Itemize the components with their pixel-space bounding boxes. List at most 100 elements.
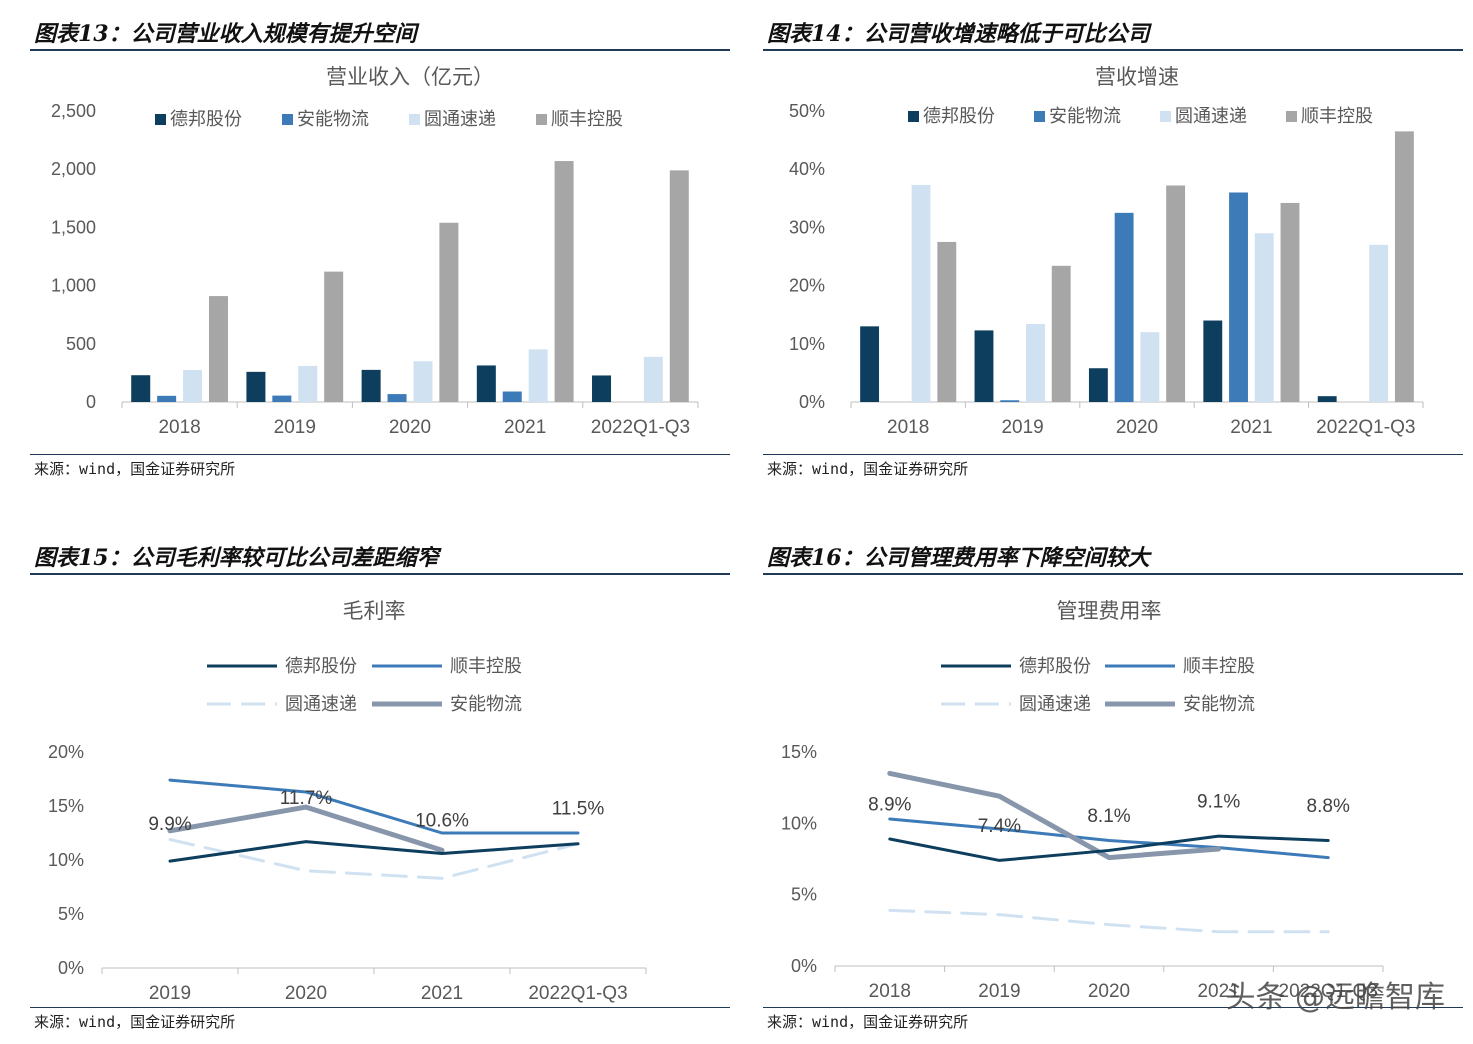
y-tick-label: 15% — [781, 742, 817, 762]
bar-yuantong — [1254, 233, 1274, 402]
source-rule — [30, 1007, 730, 1008]
series-line-sf_line — [888, 817, 1330, 860]
bar-sf — [1051, 265, 1071, 402]
legend-label-yuantong: 圆通速递 — [285, 694, 357, 714]
series-line-debon — [168, 840, 580, 863]
bar-yuantong — [1140, 332, 1160, 402]
legend-label-yuantong: 圆通速递 — [1019, 694, 1091, 714]
panel-revenue: 图表13：公司营业收入规模有提升空间 营业收入（亿元） 德邦股份 安能物流 圆通速递 顺… — [30, 16, 730, 486]
bar-sf — [1394, 131, 1414, 402]
legend-label-anneng: 安能物流 — [297, 109, 369, 129]
legend-swatch-yuantong — [409, 114, 420, 125]
x-tick-label: 2021 — [1230, 417, 1272, 438]
x-tick-label: 2021 — [504, 417, 546, 438]
bar-debon — [1203, 320, 1223, 402]
y-tick-label: 0% — [791, 956, 817, 976]
legend-swatch-anneng — [1034, 111, 1045, 122]
bar-yuantong — [643, 356, 663, 402]
y-tick-label: 10% — [48, 850, 84, 870]
bar-sf — [1280, 202, 1300, 402]
data-label: 8.9% — [868, 794, 911, 815]
bar-sf — [208, 296, 228, 402]
bar-anneng — [387, 394, 407, 402]
source-note: 来源：wind，国金证券研究所 — [34, 460, 236, 478]
bar-debon — [860, 326, 880, 402]
chart-title: 营业收入（亿元） — [326, 66, 494, 89]
data-label: 9.9% — [148, 814, 191, 835]
y-tick-label: 20% — [789, 276, 825, 296]
data-label: 11.5% — [552, 799, 605, 820]
bar-sf — [439, 222, 459, 402]
bar-yuantong — [298, 365, 318, 402]
x-tick-label: 2022Q1-Q3 — [528, 983, 627, 1004]
series-line-sf_line — [168, 778, 580, 835]
x-tick-label: 2019 — [1001, 417, 1043, 438]
legend-label-debon: 德邦股份 — [923, 106, 995, 126]
bar-anneng — [1229, 192, 1248, 402]
bar-debon — [246, 371, 266, 402]
data-label: 11.7% — [280, 788, 333, 809]
x-tick-label: 2020 — [285, 983, 327, 1004]
series-line-anneng_line — [167, 804, 445, 853]
bar-sf — [937, 241, 957, 402]
x-tick-label: 2018 — [158, 417, 200, 438]
y-tick-label: 30% — [789, 217, 825, 237]
data-label: 9.1% — [1197, 792, 1240, 813]
bar-yuantong — [413, 361, 433, 402]
legend-label-debon: 德邦股份 — [170, 109, 242, 129]
legend-swatch-debon — [908, 111, 919, 122]
figure-title: 图表13：公司营业收入规模有提升空间 — [34, 21, 417, 47]
y-tick-label: 5% — [58, 904, 84, 924]
x-tick-label: 2019 — [274, 417, 316, 438]
x-tick-label: 2018 — [887, 417, 929, 438]
y-tick-label: 10% — [781, 813, 817, 833]
legend-label-debon: 德邦股份 — [285, 656, 357, 676]
y-tick-label: 0 — [86, 392, 96, 412]
y-tick-label: 2,500 — [51, 101, 96, 121]
y-tick-label: 5% — [791, 885, 817, 905]
bar-anneng — [157, 395, 177, 402]
y-tick-label: 20% — [48, 742, 84, 762]
bar-sf — [669, 170, 689, 402]
y-tick-label: 50% — [789, 101, 825, 121]
bar-debon — [361, 369, 381, 402]
y-tick-label: 500 — [66, 334, 96, 354]
legend-label-anneng_line: 安能物流 — [1183, 694, 1255, 714]
bar-debon — [1317, 396, 1337, 402]
source-rule — [763, 1007, 1463, 1008]
x-tick-label: 2020 — [1088, 981, 1130, 1002]
x-tick-label: 2022Q1-Q3 — [1316, 417, 1415, 438]
data-label: 8.1% — [1087, 806, 1130, 827]
data-label: 7.4% — [978, 816, 1021, 837]
legend-label-sf: 顺丰控股 — [551, 109, 623, 129]
legend-label-sf_line: 顺丰控股 — [1183, 656, 1255, 676]
bar-debon — [1088, 368, 1108, 402]
source-rule — [30, 454, 730, 455]
panel-growth: 图表14：公司营收增速略低于可比公司 营收增速 德邦股份 安能物流 圆通速递 顺丰控股 0… — [763, 16, 1463, 486]
legend-label-yuantong: 圆通速递 — [424, 109, 496, 129]
bar-yuantong — [1026, 324, 1045, 402]
source-rule — [763, 454, 1463, 455]
bar-yuantong — [1369, 244, 1389, 402]
bar-debon — [476, 365, 496, 402]
title-rule — [763, 573, 1463, 575]
series-line-yuantong — [168, 837, 580, 880]
legend-label-yuantong: 圆通速递 — [1175, 106, 1247, 126]
bar-anneng — [272, 395, 292, 402]
bar-sf — [554, 161, 574, 402]
x-tick-label: 2020 — [389, 417, 431, 438]
figure-title: 图表14：公司营收增速略低于可比公司 — [767, 21, 1150, 47]
legend-swatch-debon — [155, 114, 166, 125]
series-line-debon — [888, 834, 1330, 862]
bar-yuantong — [528, 349, 548, 402]
title-rule — [30, 573, 730, 575]
legend-swatch-sf — [1286, 111, 1297, 122]
source-note: 来源：wind，国金证券研究所 — [767, 1013, 969, 1031]
watermark: 头条 @远瞻智库 — [1225, 980, 1445, 1015]
legend-label-anneng_line: 安能物流 — [450, 694, 522, 714]
data-label: 10.6% — [415, 811, 469, 832]
bar-debon — [131, 375, 151, 402]
legend-label-anneng: 安能物流 — [1049, 106, 1121, 126]
legend-swatch-anneng — [282, 114, 293, 125]
